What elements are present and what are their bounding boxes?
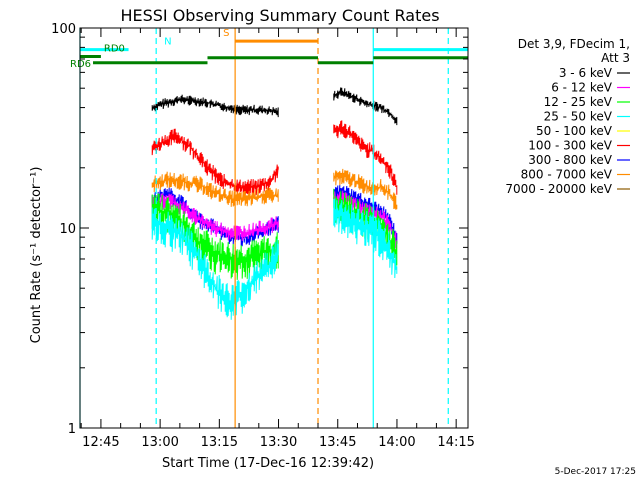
legend-header-line-2: Att 3 bbox=[601, 51, 630, 65]
legend-header-line-1: Det 3,9, FDecim 1, bbox=[518, 37, 630, 51]
series-25-50-kev bbox=[151, 198, 398, 320]
series-trace bbox=[151, 128, 279, 197]
legend-label: 300 - 800 keV bbox=[528, 153, 612, 167]
legend-label: 3 - 6 keV bbox=[559, 66, 613, 80]
series-trace bbox=[151, 171, 279, 207]
series-3-6-kev bbox=[151, 87, 398, 126]
x-tick-label: 13:15 bbox=[201, 435, 238, 450]
y-tick-label: 100 bbox=[51, 22, 76, 37]
legend-label: 7000 - 20000 keV bbox=[505, 182, 612, 196]
legend-label: 50 - 100 keV bbox=[536, 124, 613, 138]
state-label-n: N bbox=[164, 37, 171, 48]
series-trace bbox=[333, 120, 398, 195]
series-100-300-kev bbox=[151, 120, 398, 197]
footer-date: 5-Dec-2017 17:25 bbox=[555, 467, 636, 477]
series-trace bbox=[151, 94, 279, 118]
x-tick-label: 13:00 bbox=[141, 435, 178, 450]
x-axis-label: Start Time (17-Dec-16 12:39:42) bbox=[162, 456, 374, 471]
y-axis-label: Count Rate (s⁻¹ detector⁻¹) bbox=[29, 167, 44, 344]
state-label-s: S bbox=[223, 28, 229, 39]
legend-header: Det 3,9, FDecim 1, Att 3 bbox=[518, 37, 630, 65]
chart-title: HESSI Observing Summary Count Rates bbox=[120, 6, 439, 25]
state-label-rd0: RD0 bbox=[104, 44, 125, 55]
legend-label: 12 - 25 keV bbox=[544, 95, 613, 109]
state-label-rd6: RD6 bbox=[70, 59, 91, 70]
series-trace bbox=[151, 207, 279, 320]
x-tick-label: 13:45 bbox=[319, 435, 356, 450]
x-tick-label: 14:00 bbox=[378, 435, 415, 450]
series-trace bbox=[333, 198, 398, 279]
legend-label: 800 - 7000 keV bbox=[521, 168, 613, 182]
series-trace bbox=[333, 87, 398, 126]
x-tick-label: 14:15 bbox=[437, 435, 474, 450]
x-tick-label: 12:45 bbox=[82, 435, 119, 450]
legend-label: 100 - 300 keV bbox=[528, 139, 612, 153]
y-tick-label: 10 bbox=[59, 222, 76, 237]
legend-label: 25 - 50 keV bbox=[544, 110, 613, 124]
x-tick-label: 13:30 bbox=[260, 435, 297, 450]
series-trace bbox=[151, 193, 279, 241]
y-tick-label: 1 bbox=[68, 422, 76, 437]
series-800-7000-kev bbox=[151, 168, 398, 210]
legend-label: 6 - 12 keV bbox=[551, 81, 613, 95]
series-trace bbox=[333, 168, 398, 210]
